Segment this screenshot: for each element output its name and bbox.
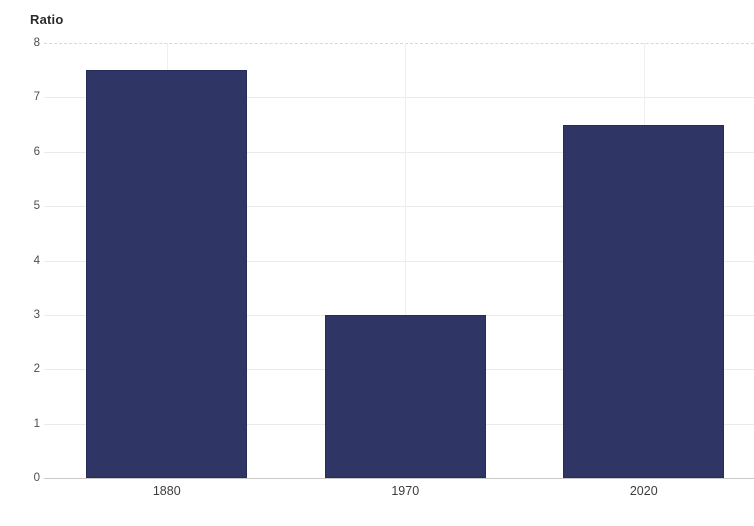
gridline-y-0 (44, 478, 754, 479)
y-tick-label: 7 (33, 91, 40, 104)
bar-1970[interactable] (324, 314, 486, 478)
gridline-y-8 (44, 43, 754, 44)
y-tick-label: 2 (33, 363, 40, 376)
gridline-y-4 (44, 260, 754, 262)
gridline-y-6 (44, 151, 754, 153)
bar-2020[interactable] (563, 124, 725, 478)
gridline-y-5 (44, 206, 754, 208)
y-axis-title: Ratio (30, 12, 64, 27)
y-tick-label: 1 (33, 417, 40, 430)
gridline-x-1970 (405, 43, 407, 478)
x-category-label: 2020 (629, 484, 658, 498)
gridline-y-7 (44, 97, 754, 99)
x-category-label: 1970 (391, 484, 420, 498)
x-category-label: 1880 (152, 484, 181, 498)
plot-area (44, 43, 754, 479)
y-tick-label: 6 (33, 145, 40, 158)
bar-1880[interactable] (86, 70, 248, 478)
y-tick-label: 3 (33, 308, 40, 321)
y-tick-label: 8 (33, 37, 40, 49)
y-tick-label: 5 (33, 200, 40, 213)
y-tick-label: 4 (33, 254, 40, 267)
y-tick-label: 0 (33, 472, 40, 484)
